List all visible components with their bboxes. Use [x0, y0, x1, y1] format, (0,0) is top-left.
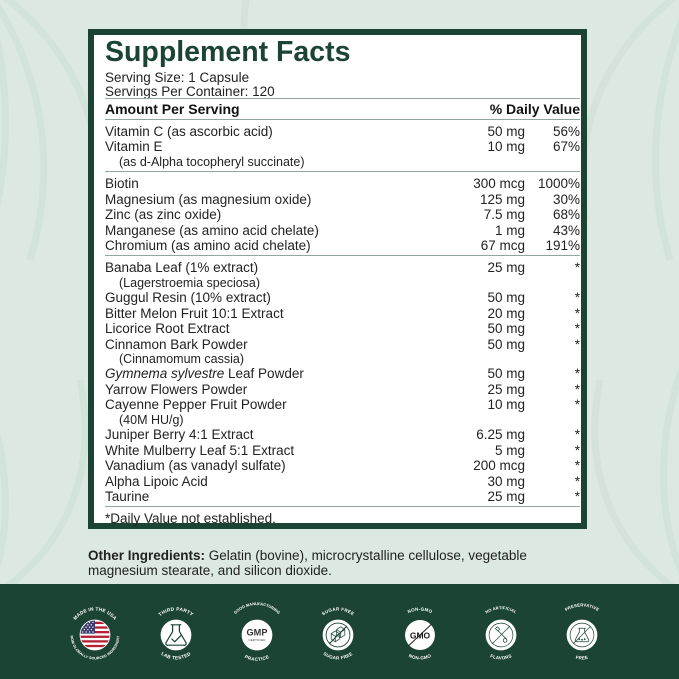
svg-text:MADE IN THE USA: MADE IN THE USA	[72, 606, 118, 621]
svg-text:GOOD MANUFACTURING: GOOD MANUFACTURING	[233, 601, 282, 615]
svg-text:FLAVORS: FLAVORS	[489, 653, 512, 660]
svg-text:PRACTICE: PRACTICE	[244, 654, 270, 662]
svg-text:PRESERVATIVE: PRESERVATIVE	[564, 602, 600, 612]
svg-text:THIRD PARTY: THIRD PARTY	[157, 606, 194, 618]
svg-text:CERTIFIED: CERTIFIED	[248, 638, 265, 642]
svg-text:SUGAR FREE: SUGAR FREE	[321, 606, 355, 616]
svg-text:GMP: GMP	[247, 628, 268, 638]
svg-text:LAB TESTED: LAB TESTED	[159, 651, 192, 662]
svg-text:NO ARTIFICIAL: NO ARTIFICIAL	[484, 605, 518, 615]
svg-text:NON-GMO: NON-GMO	[406, 606, 433, 614]
svg-text:SUGAR FREE: SUGAR FREE	[323, 651, 354, 660]
svg-text:FREE: FREE	[575, 655, 588, 661]
svg-text:NON-GMO: NON-GMO	[408, 653, 432, 661]
